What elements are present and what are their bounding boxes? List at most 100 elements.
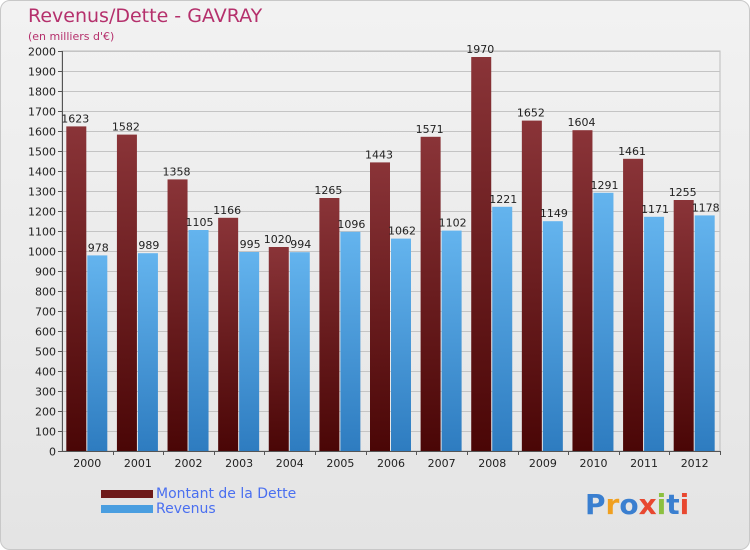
x-tick-label: 2005 xyxy=(326,457,354,470)
y-tick-label: 400 xyxy=(35,366,56,379)
data-label-dette: 1166 xyxy=(213,204,241,217)
x-tick-label: 2011 xyxy=(630,457,658,470)
bar-revenus xyxy=(593,192,614,452)
bar-revenus xyxy=(441,230,462,451)
bar-dette xyxy=(521,120,542,451)
y-tick-label: 700 xyxy=(35,306,56,319)
bar-dette xyxy=(218,217,239,451)
data-label-revenus: 978 xyxy=(88,241,109,254)
x-tick-label: 2009 xyxy=(529,457,557,470)
y-tick-label: 1600 xyxy=(28,126,56,139)
data-label-revenus: 1096 xyxy=(337,218,365,231)
bar-dette xyxy=(471,57,492,451)
logo-letter: r xyxy=(605,488,620,521)
y-tick-label: 600 xyxy=(35,326,56,339)
bar-dette xyxy=(66,126,87,452)
x-tick-label: 2002 xyxy=(175,457,203,470)
legend-swatch-dette xyxy=(101,490,153,498)
y-tick-label: 900 xyxy=(35,266,56,279)
x-tick-label: 2012 xyxy=(681,457,709,470)
bar-dette xyxy=(116,134,137,451)
proxiti-logo: Proxiti xyxy=(585,488,689,521)
x-tick-label: 2010 xyxy=(579,457,607,470)
data-label-revenus: 995 xyxy=(240,238,261,251)
data-label-revenus: 1171 xyxy=(641,203,669,216)
y-tick-label: 100 xyxy=(35,426,56,439)
x-axis: 2000 2001 2002 2003 2004 2005 2006 2007 2008 2009… xyxy=(62,451,721,470)
logo-letter: i xyxy=(656,488,667,521)
x-tick-label: 2007 xyxy=(428,457,456,470)
bar-revenus xyxy=(188,230,209,451)
logo-letter: x xyxy=(638,488,657,521)
y-tick-label: 1500 xyxy=(28,146,56,159)
bar-revenus xyxy=(289,252,310,451)
bar-revenus xyxy=(542,221,563,451)
logo-letter: o xyxy=(619,488,639,521)
data-label-revenus: 1178 xyxy=(692,201,720,214)
bar-dette xyxy=(167,179,188,451)
data-label-revenus: 1062 xyxy=(388,225,416,238)
x-tick-label: 2000 xyxy=(73,457,101,470)
bar-revenus xyxy=(87,255,108,451)
data-label-revenus: 994 xyxy=(290,238,311,251)
logo-letter: t xyxy=(666,488,680,521)
bar-dette xyxy=(319,198,340,451)
data-label-dette: 1255 xyxy=(669,186,697,199)
bar-revenus xyxy=(694,215,715,451)
y-tick-label: 300 xyxy=(35,386,56,399)
chart-subtitle: (en milliers d'€) xyxy=(28,30,115,43)
y-tick-label: 1000 xyxy=(28,246,56,259)
bar-revenus xyxy=(239,252,260,451)
x-tick-label: 2001 xyxy=(124,457,152,470)
data-label-dette: 1443 xyxy=(365,148,393,161)
legend-swatch-revenus xyxy=(101,505,153,513)
data-label-dette: 1265 xyxy=(314,184,342,197)
y-tick-label: 800 xyxy=(35,286,56,299)
x-tick-label: 2006 xyxy=(377,457,405,470)
data-label-dette: 1604 xyxy=(567,116,595,129)
bar-dette xyxy=(268,247,289,451)
data-label-revenus: 989 xyxy=(138,239,159,252)
data-label-dette: 1020 xyxy=(264,233,292,246)
bar-revenus xyxy=(340,231,361,451)
data-label-revenus: 1221 xyxy=(489,193,517,206)
data-label-dette: 1461 xyxy=(618,145,646,158)
y-tick-label: 200 xyxy=(35,406,56,419)
bar-revenus xyxy=(137,253,158,451)
data-label-dette: 1582 xyxy=(112,121,140,134)
y-tick-label: 2000 xyxy=(28,46,56,59)
chart-title: Revenus/Dette - GAVRAY xyxy=(28,5,263,27)
data-label-revenus: 1102 xyxy=(439,217,467,230)
bar-dette xyxy=(370,162,390,451)
y-tick-label: 1800 xyxy=(28,86,56,99)
bar-dette xyxy=(572,130,593,451)
data-label-dette: 1652 xyxy=(517,107,545,120)
bar-dette xyxy=(420,136,441,452)
y-tick-label: 1700 xyxy=(28,106,56,119)
bar-dette xyxy=(673,200,694,451)
data-label-dette: 1970 xyxy=(466,43,494,56)
data-label-revenus: 1149 xyxy=(540,207,568,220)
x-tick-label: 2003 xyxy=(225,457,253,470)
x-tick-label: 2004 xyxy=(276,457,304,470)
data-label-dette: 1571 xyxy=(416,123,444,136)
legend-label-dette: Montant de la Dette xyxy=(156,486,297,502)
bar-dette xyxy=(623,158,644,452)
y-tick-label: 1900 xyxy=(28,66,56,79)
logo-letter: P xyxy=(585,488,606,521)
y-tick-label: 0 xyxy=(49,446,56,459)
bar-revenus xyxy=(391,238,411,451)
x-tick-label: 2008 xyxy=(478,457,506,470)
bar-revenus xyxy=(644,216,665,451)
bar-revenus xyxy=(492,206,513,451)
data-label-revenus: 1291 xyxy=(590,179,618,192)
data-label-dette: 1623 xyxy=(61,112,89,125)
logo-letter: i xyxy=(679,488,690,521)
data-label-dette: 1358 xyxy=(163,165,191,178)
y-tick-label: 1300 xyxy=(28,186,56,199)
y-axis: 0 100 200 300 400 500 600 700 800 900 1000 1100 1200… xyxy=(28,46,63,459)
y-tick-label: 1200 xyxy=(28,206,56,219)
